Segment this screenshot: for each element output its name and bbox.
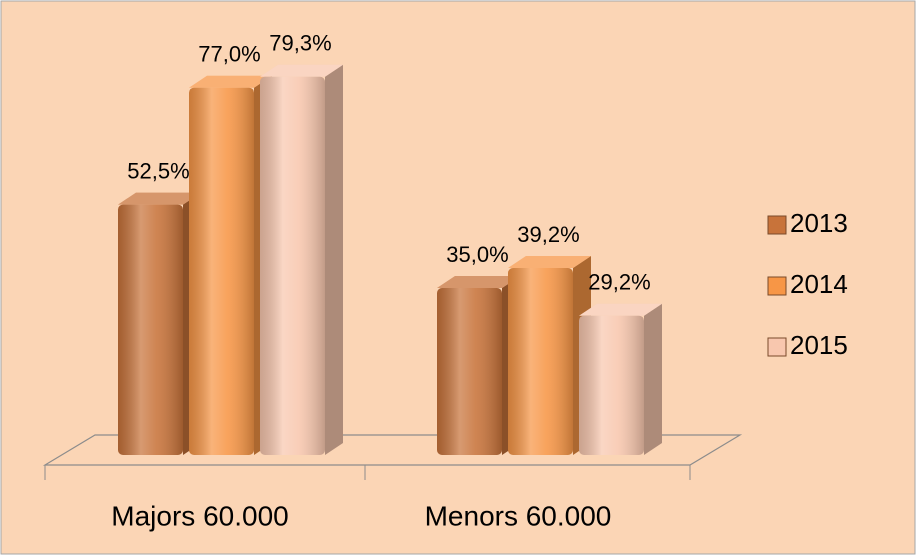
bar bbox=[260, 64, 343, 455]
bar-side-shade bbox=[644, 303, 662, 455]
bar-top-shade bbox=[189, 75, 272, 88]
bar-top bbox=[437, 276, 520, 289]
bar bbox=[118, 192, 201, 455]
value-label: 39,2% bbox=[517, 222, 579, 247]
bar-top bbox=[508, 256, 591, 269]
bar-top bbox=[118, 192, 201, 205]
bar-top bbox=[260, 64, 343, 77]
x-tick-label: Majors 60.000 bbox=[111, 500, 288, 531]
value-label: 52,5% bbox=[127, 158, 189, 183]
legend-label: 2014 bbox=[790, 269, 848, 299]
bar-top-shade bbox=[118, 192, 201, 205]
legend-marker bbox=[767, 276, 787, 296]
bar-front-shine bbox=[118, 204, 183, 455]
legend-marker bbox=[767, 215, 787, 235]
bar-front-shine bbox=[437, 288, 502, 455]
legend-label: 2015 bbox=[790, 330, 848, 360]
bar-top-shade bbox=[508, 256, 591, 269]
bar-side bbox=[644, 303, 662, 455]
bar-front-shine bbox=[579, 315, 644, 455]
value-label: 77,0% bbox=[198, 42, 260, 67]
bar-top-shade bbox=[260, 64, 343, 77]
bar-top-shade bbox=[437, 276, 520, 289]
bar bbox=[189, 75, 272, 456]
value-label: 79,3% bbox=[269, 31, 331, 56]
bar-side bbox=[325, 64, 343, 455]
bar-top-shade bbox=[579, 303, 662, 316]
bar-front-shine bbox=[260, 76, 325, 455]
legend-marker bbox=[767, 337, 787, 357]
bar-top bbox=[189, 75, 272, 88]
bar-front-shine bbox=[189, 87, 254, 456]
bar bbox=[579, 303, 662, 455]
bar bbox=[437, 276, 520, 455]
value-label: 29,2% bbox=[588, 270, 650, 295]
value-label: 35,0% bbox=[446, 242, 508, 267]
bar bbox=[508, 256, 591, 455]
legend-label: 2013 bbox=[790, 208, 848, 238]
bar-top bbox=[579, 303, 662, 316]
x-tick-label: Menors 60.000 bbox=[425, 500, 612, 531]
bar-front-shine bbox=[508, 268, 573, 455]
floor bbox=[42, 434, 743, 466]
bar-side-shade bbox=[325, 64, 343, 455]
